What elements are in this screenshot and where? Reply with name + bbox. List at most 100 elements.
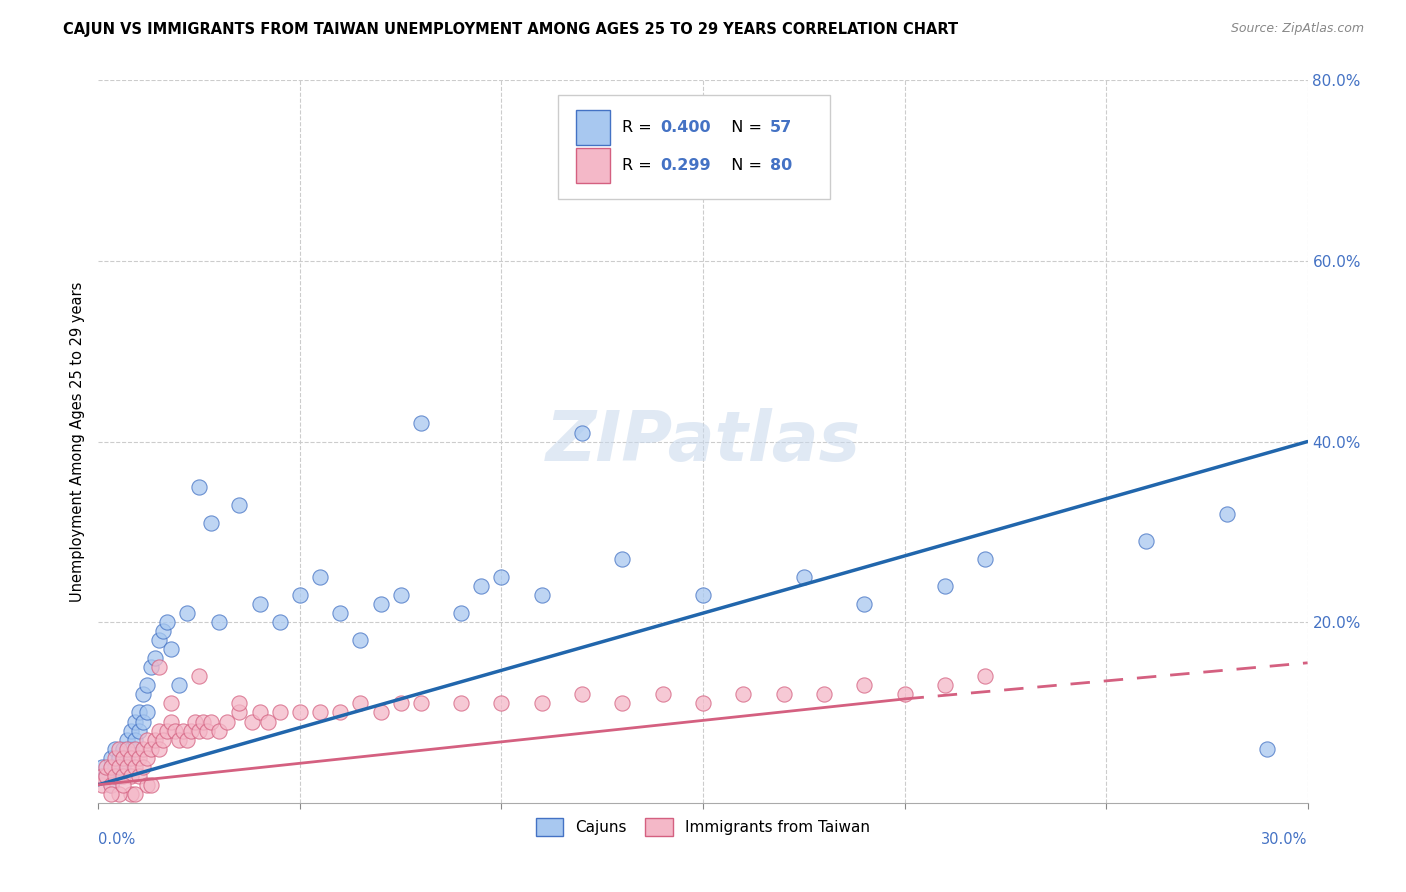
Point bbox=[115, 760, 138, 774]
Point bbox=[692, 588, 714, 602]
Point bbox=[120, 769, 142, 783]
Point bbox=[349, 697, 371, 711]
FancyBboxPatch shape bbox=[558, 95, 830, 200]
Point bbox=[692, 697, 714, 711]
Point bbox=[893, 687, 915, 701]
Point bbox=[167, 732, 190, 747]
Point bbox=[974, 669, 997, 683]
Point bbox=[269, 706, 291, 720]
Point bbox=[143, 732, 166, 747]
Text: R =: R = bbox=[621, 158, 657, 173]
Text: Source: ZipAtlas.com: Source: ZipAtlas.com bbox=[1230, 22, 1364, 36]
Point bbox=[132, 741, 155, 756]
Point bbox=[470, 579, 492, 593]
Point bbox=[172, 723, 194, 738]
Point bbox=[409, 697, 432, 711]
Point bbox=[329, 706, 352, 720]
Point bbox=[160, 714, 183, 729]
Point bbox=[288, 706, 311, 720]
Text: CAJUN VS IMMIGRANTS FROM TAIWAN UNEMPLOYMENT AMONG AGES 25 TO 29 YEARS CORRELATI: CAJUN VS IMMIGRANTS FROM TAIWAN UNEMPLOY… bbox=[63, 22, 959, 37]
Point bbox=[1256, 741, 1278, 756]
Point bbox=[91, 760, 114, 774]
Text: N =: N = bbox=[721, 158, 768, 173]
Point bbox=[651, 687, 673, 701]
Point bbox=[160, 697, 183, 711]
Text: N =: N = bbox=[721, 120, 768, 135]
Point bbox=[100, 778, 122, 792]
Point bbox=[269, 615, 291, 630]
Point bbox=[491, 697, 513, 711]
Point bbox=[132, 687, 155, 701]
Point bbox=[188, 723, 211, 738]
Point bbox=[389, 588, 412, 602]
Point bbox=[135, 778, 157, 792]
Point bbox=[200, 516, 222, 530]
Point bbox=[148, 723, 170, 738]
Point bbox=[571, 687, 593, 701]
Point bbox=[132, 714, 155, 729]
Text: 80: 80 bbox=[769, 158, 792, 173]
Point bbox=[370, 597, 392, 611]
Text: R =: R = bbox=[621, 120, 657, 135]
Point bbox=[91, 769, 114, 783]
Point bbox=[100, 760, 122, 774]
Point bbox=[208, 723, 231, 738]
Point bbox=[288, 588, 311, 602]
Point bbox=[107, 750, 129, 764]
Point bbox=[240, 714, 263, 729]
Point bbox=[733, 687, 755, 701]
Point bbox=[96, 760, 118, 774]
Point bbox=[450, 606, 472, 620]
Point bbox=[184, 714, 207, 729]
Point bbox=[96, 769, 118, 783]
Point bbox=[156, 723, 179, 738]
Point bbox=[128, 706, 150, 720]
Point bbox=[571, 425, 593, 440]
Point bbox=[124, 741, 146, 756]
Point bbox=[1135, 533, 1157, 548]
Point bbox=[135, 706, 157, 720]
Point bbox=[530, 697, 553, 711]
Point bbox=[124, 760, 146, 774]
Point bbox=[195, 723, 218, 738]
Point bbox=[934, 579, 956, 593]
Point bbox=[128, 769, 150, 783]
Point bbox=[139, 660, 162, 674]
Point bbox=[148, 633, 170, 648]
Bar bbox=[576, 110, 610, 145]
Text: 0.400: 0.400 bbox=[661, 120, 711, 135]
Point bbox=[115, 750, 138, 764]
Point bbox=[309, 706, 332, 720]
Point bbox=[100, 750, 122, 764]
Point bbox=[249, 706, 271, 720]
Point bbox=[120, 723, 142, 738]
Point bbox=[103, 760, 125, 774]
Point bbox=[115, 741, 138, 756]
Text: 0.0%: 0.0% bbox=[98, 831, 135, 847]
Point bbox=[160, 642, 183, 657]
Point bbox=[180, 723, 202, 738]
Point bbox=[135, 732, 157, 747]
Point bbox=[612, 552, 634, 566]
Text: 0.299: 0.299 bbox=[661, 158, 711, 173]
Bar bbox=[576, 148, 610, 183]
Point bbox=[772, 687, 794, 701]
Point bbox=[813, 687, 835, 701]
Point bbox=[128, 723, 150, 738]
Point bbox=[143, 651, 166, 665]
Point bbox=[100, 778, 122, 792]
Point bbox=[370, 706, 392, 720]
Point bbox=[163, 723, 186, 738]
Y-axis label: Unemployment Among Ages 25 to 29 years: Unemployment Among Ages 25 to 29 years bbox=[69, 281, 84, 602]
Point bbox=[329, 606, 352, 620]
Point bbox=[103, 741, 125, 756]
Text: 30.0%: 30.0% bbox=[1261, 831, 1308, 847]
Point bbox=[228, 498, 250, 512]
Point bbox=[120, 787, 142, 801]
Point bbox=[135, 678, 157, 692]
Point bbox=[152, 732, 174, 747]
Point bbox=[188, 669, 211, 683]
Point bbox=[148, 660, 170, 674]
Point bbox=[217, 714, 239, 729]
Point bbox=[111, 750, 134, 764]
